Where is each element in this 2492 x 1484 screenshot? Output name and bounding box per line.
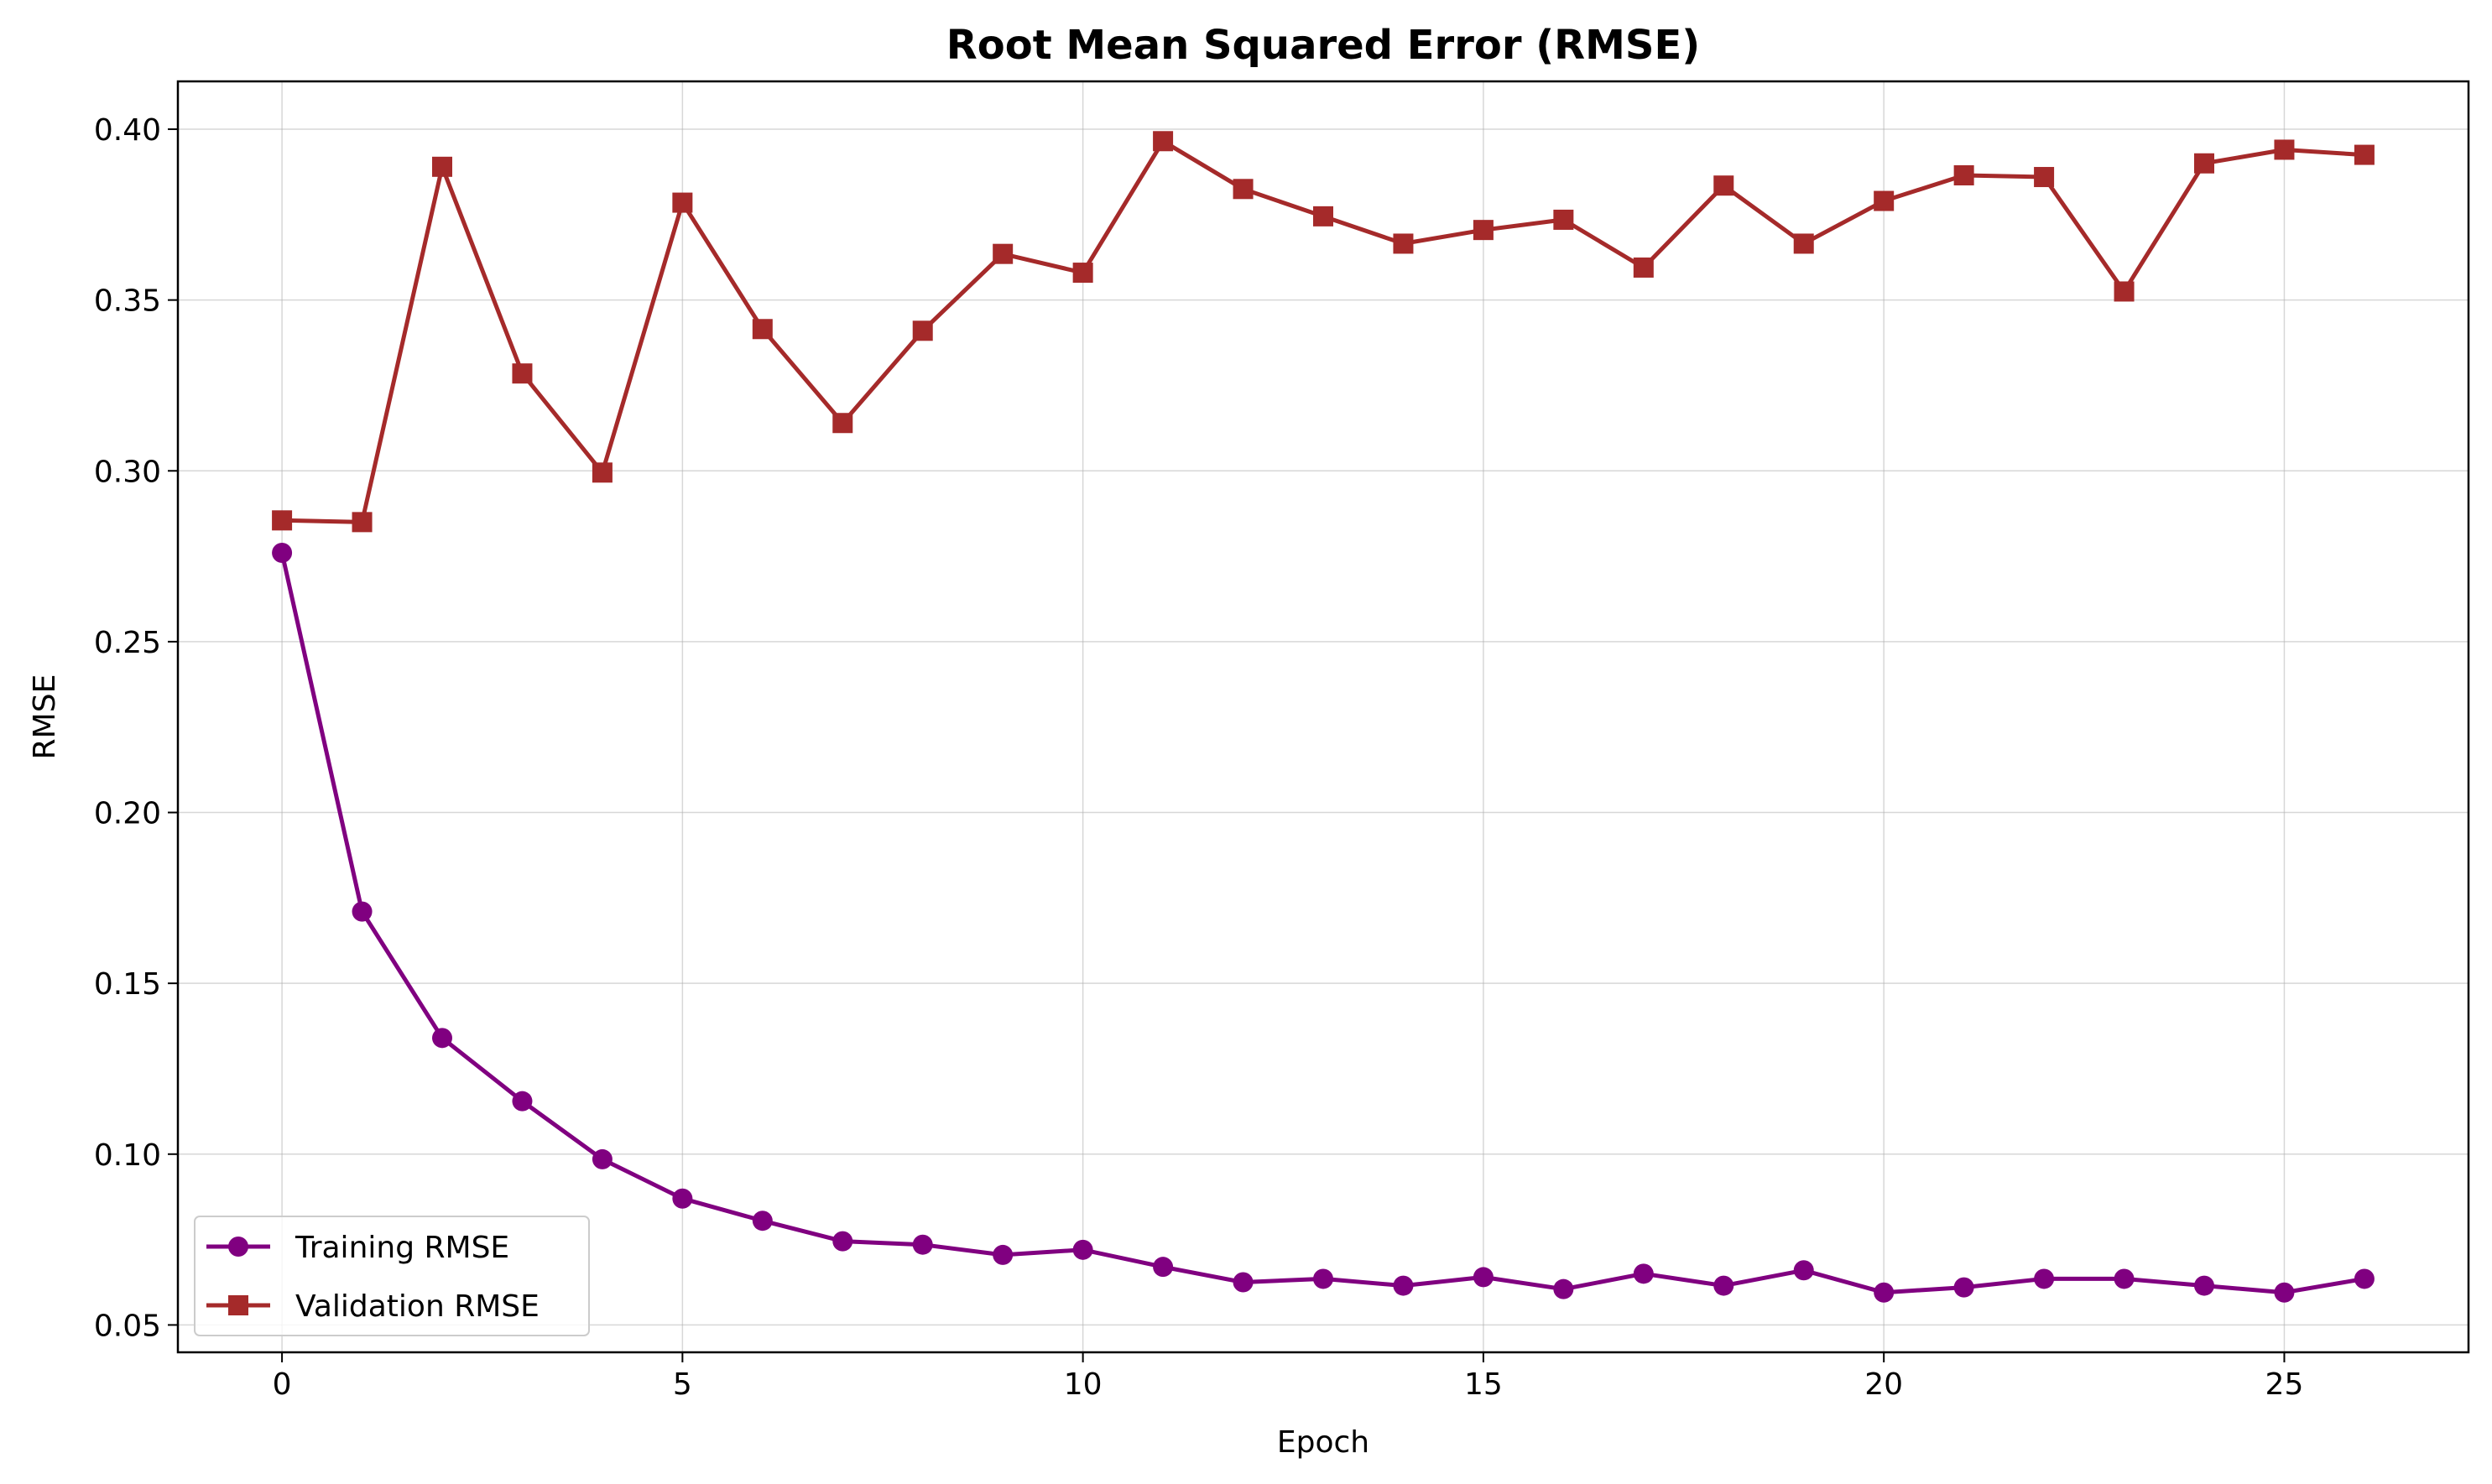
legend-item-validation-rmse: Validation RMSE xyxy=(206,1289,540,1324)
validation-rmse-point xyxy=(1393,233,1414,254)
legend-item-training-rmse: Training RMSE xyxy=(206,1231,509,1265)
legend-marker-validation-rmse xyxy=(228,1295,248,1315)
validation-rmse-point xyxy=(1233,179,1254,200)
validation-rmse-point xyxy=(2114,281,2135,302)
chart-title: Root Mean Squared Error (RMSE) xyxy=(946,22,1700,69)
training-rmse-point xyxy=(1393,1275,1414,1296)
x-tick-label: 20 xyxy=(1864,1367,1903,1402)
training-rmse-point xyxy=(1072,1239,1093,1260)
y-tick-label: 0.35 xyxy=(94,284,161,319)
validation-rmse-point xyxy=(1153,131,1174,152)
training-rmse-point xyxy=(1553,1278,1574,1299)
training-rmse-point xyxy=(1953,1277,1974,1298)
x-tick-label: 5 xyxy=(673,1367,692,1402)
validation-rmse-point xyxy=(1553,209,1574,230)
x-tick-label: 10 xyxy=(1064,1367,1103,1402)
validation-rmse-point xyxy=(1633,257,1654,278)
validation-rmse-point xyxy=(352,512,373,533)
training-rmse-point xyxy=(1313,1268,1333,1289)
grid xyxy=(178,81,2469,1352)
training-rmse-point xyxy=(672,1188,693,1209)
validation-rmse-point xyxy=(432,156,452,177)
training-rmse-point xyxy=(2354,1268,2375,1289)
training-rmse-point xyxy=(912,1234,933,1255)
legend-box xyxy=(194,1216,590,1336)
x-tick-label: 0 xyxy=(273,1367,292,1402)
legend: Training RMSE Validation RMSE xyxy=(194,1216,590,1336)
validation-rmse-point xyxy=(993,243,1014,264)
validation-rmse-point xyxy=(1793,233,1814,254)
ticks: 0 5 10 15 20 25 0.05 0.10 0.15 0.20 0.25 0.30 0.35 0.… xyxy=(94,113,2304,1402)
training-rmse-point xyxy=(1713,1275,1734,1296)
training-rmse-point xyxy=(2114,1268,2135,1289)
validation-rmse-point xyxy=(2034,167,2055,188)
y-tick-label: 0.10 xyxy=(94,1138,161,1173)
training-rmse-point xyxy=(993,1244,1014,1265)
x-tick-label: 25 xyxy=(2265,1367,2304,1402)
validation-rmse-point xyxy=(832,413,853,434)
validation-rmse-point xyxy=(912,320,933,341)
validation-rmse-point xyxy=(512,363,533,384)
y-axis-label: RMSE xyxy=(28,674,62,760)
validation-rmse-point xyxy=(2194,153,2214,174)
validation-rmse-point xyxy=(1313,206,1333,227)
x-tick-label: 15 xyxy=(1464,1367,1503,1402)
training-rmse-point xyxy=(832,1231,853,1252)
validation-rmse-point xyxy=(1473,220,1494,241)
legend-label-validation-rmse: Validation RMSE xyxy=(295,1289,540,1324)
training-rmse-point xyxy=(1633,1263,1654,1284)
training-rmse-point xyxy=(1793,1260,1814,1281)
y-tick-label: 0.25 xyxy=(94,626,161,660)
validation-rmse-point xyxy=(592,462,613,483)
validation-rmse-point xyxy=(2354,144,2375,165)
validation-rmse-point xyxy=(752,319,773,340)
training-rmse-point xyxy=(272,543,293,564)
plot-frame xyxy=(176,80,2470,1354)
validation-rmse-point xyxy=(1874,190,1895,211)
training-rmse-point xyxy=(752,1211,773,1231)
series-validation-rmse xyxy=(272,131,2375,533)
y-tick-label: 0.15 xyxy=(94,967,161,1002)
validation-rmse-point xyxy=(2274,139,2295,160)
training-rmse-point xyxy=(1874,1282,1895,1303)
training-rmse-point xyxy=(592,1148,613,1169)
legend-label-training-rmse: Training RMSE xyxy=(295,1231,509,1265)
x-axis-label: Epoch xyxy=(1277,1425,1369,1460)
training-rmse-point xyxy=(1153,1257,1174,1278)
validation-rmse-point xyxy=(1072,263,1093,284)
validation-rmse-point xyxy=(1713,175,1734,196)
training-rmse-point xyxy=(2194,1275,2214,1296)
training-rmse-point xyxy=(432,1028,452,1049)
y-tick-label: 0.40 xyxy=(94,113,161,148)
training-rmse-point xyxy=(352,901,373,922)
validation-rmse-point xyxy=(672,192,693,213)
training-rmse-point xyxy=(1233,1272,1254,1293)
training-rmse-point xyxy=(2274,1282,2295,1303)
y-tick-label: 0.30 xyxy=(94,455,161,489)
y-tick-label: 0.20 xyxy=(94,797,161,831)
validation-rmse-point xyxy=(1953,164,1974,185)
training-rmse-point xyxy=(2034,1268,2055,1289)
validation-rmse-point xyxy=(272,510,293,531)
training-rmse-point xyxy=(1473,1267,1494,1288)
y-tick-label: 0.05 xyxy=(94,1309,161,1343)
series-training-rmse xyxy=(272,543,2375,1303)
training-rmse-point xyxy=(512,1091,533,1112)
legend-marker-training-rmse xyxy=(228,1237,248,1257)
series-layer xyxy=(272,131,2375,1303)
